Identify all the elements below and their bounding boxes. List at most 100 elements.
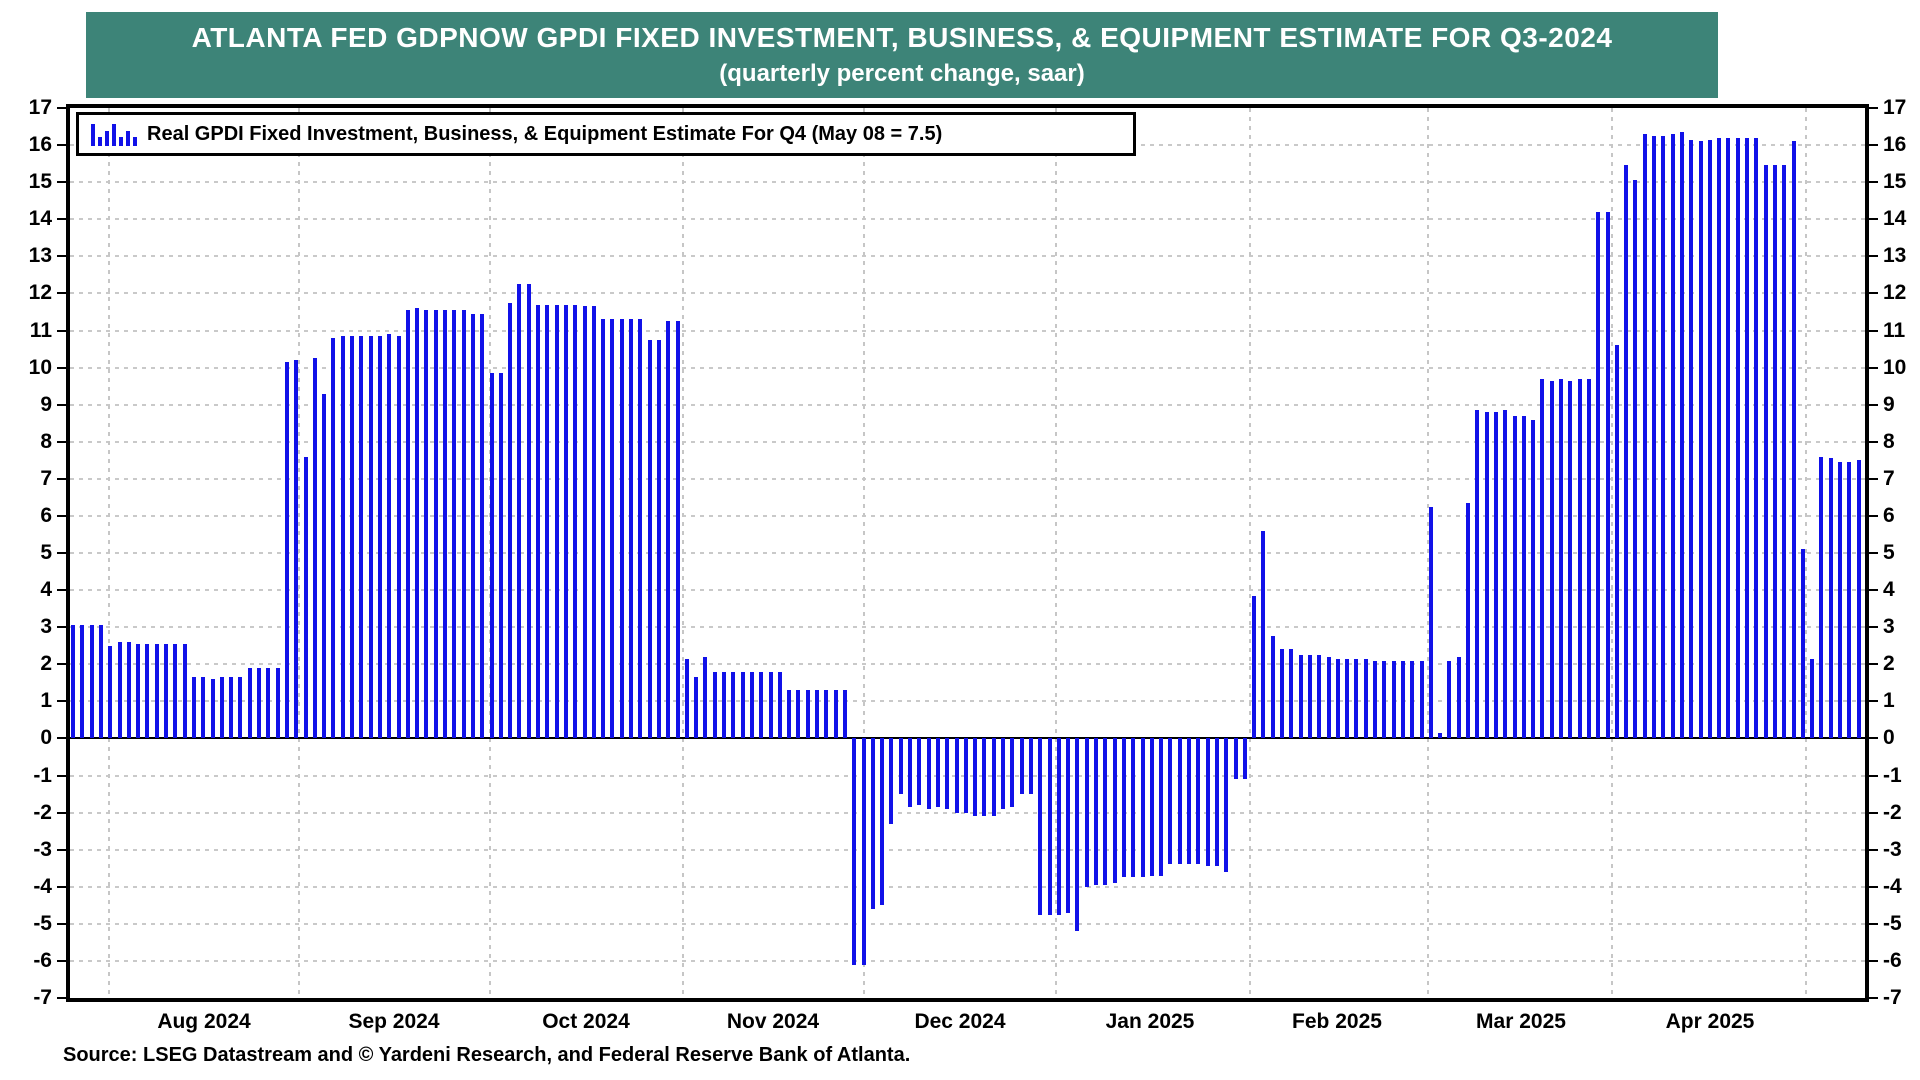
data-bar: [247, 667, 252, 739]
y-axis-label-left: 10: [28, 355, 52, 379]
y-axis-tick-right: [1869, 403, 1878, 406]
data-bar: [154, 643, 159, 739]
data-bar: [722, 671, 726, 739]
h-gridline: [70, 885, 1865, 888]
data-bar: [973, 738, 978, 817]
data-bar: [1001, 738, 1005, 809]
data-bar: [284, 362, 289, 739]
h-gridline: [70, 440, 1865, 443]
legend-label: Real GPDI Fixed Investment, Business, & …: [147, 122, 943, 145]
data-bar: [489, 373, 494, 739]
data-bar: [656, 339, 661, 739]
data-bar: [1038, 738, 1043, 915]
data-bar: [1791, 141, 1796, 739]
y-axis-label-right: 5: [1883, 541, 1895, 564]
data-bar: [703, 656, 708, 739]
data-bar: [229, 677, 234, 739]
data-bar: [629, 319, 633, 739]
data-bar: [1456, 656, 1461, 739]
data-bar: [331, 337, 336, 739]
data-bar: [71, 625, 75, 739]
y-axis-label-right: 16: [1883, 133, 1907, 157]
data-bar: [377, 336, 382, 739]
data-bar: [1373, 660, 1377, 739]
h-gridline: [70, 811, 1865, 814]
data-bar: [1382, 660, 1387, 739]
data-bar: [1466, 502, 1470, 739]
data-bar: [1391, 660, 1396, 739]
data-bar: [238, 677, 243, 739]
data-bar: [201, 677, 206, 739]
data-bar: [1345, 658, 1350, 739]
v-gridline: [863, 108, 865, 998]
y-axis-label-left: 2: [40, 652, 52, 676]
y-axis-tick-right: [1869, 440, 1878, 443]
y-axis-tick-right: [1869, 922, 1878, 925]
data-bar: [145, 643, 150, 739]
data-bar: [1679, 132, 1684, 739]
data-bar: [405, 310, 410, 739]
data-bar: [926, 738, 931, 809]
mini-bar: [105, 131, 109, 146]
data-bar: [173, 643, 178, 739]
x-axis-month-label: Feb 2025: [1292, 1010, 1382, 1033]
y-axis-label-right: 0: [1883, 726, 1895, 750]
data-bar: [1121, 738, 1126, 878]
x-axis-month-label: Oct 2024: [542, 1010, 630, 1033]
data-bar: [1019, 738, 1024, 795]
data-bar: [935, 738, 940, 807]
data-bar: [1075, 738, 1080, 932]
y-axis-label-right: 4: [1883, 578, 1895, 602]
title-banner: ATLANTA FED GDPNOW GPDI FIXED INVESTMENT…: [86, 12, 1718, 98]
y-axis-tick-right: [1869, 292, 1878, 295]
x-axis-month-label: Mar 2025: [1476, 1010, 1566, 1033]
data-bar: [1205, 738, 1210, 867]
data-bar: [1652, 135, 1656, 739]
y-axis-label-right: -6: [1883, 948, 1902, 972]
y-axis-tick-left: [57, 589, 66, 592]
data-bar: [433, 310, 438, 739]
data-bar: [1707, 139, 1712, 739]
y-axis-tick-left: [57, 922, 66, 925]
data-bar: [1363, 658, 1368, 739]
chart-subtitle: (quarterly percent change, saar): [719, 60, 1085, 87]
data-bar: [443, 310, 447, 739]
data-bar: [824, 690, 829, 739]
mini-bar-series-icon: [91, 122, 137, 146]
data-bar: [1270, 636, 1275, 739]
data-bar: [1661, 135, 1666, 739]
mini-bar: [119, 137, 123, 146]
h-gridline: [70, 514, 1865, 517]
data-bar: [1354, 658, 1359, 739]
data-bar: [1605, 211, 1610, 739]
data-bar: [1335, 658, 1340, 739]
h-gridline: [70, 959, 1865, 962]
v-gridline: [108, 108, 110, 998]
data-bar: [498, 373, 503, 739]
y-axis-tick-left: [57, 366, 66, 369]
data-bar: [554, 304, 559, 739]
y-axis-label-left: -5: [33, 911, 52, 935]
v-gridline: [1427, 108, 1429, 998]
data-bar: [1549, 380, 1554, 739]
data-bar: [536, 304, 540, 739]
y-axis-tick-right: [1869, 885, 1878, 888]
chart-title: ATLANTA FED GDPNOW GPDI FIXED INVESTMENT…: [191, 22, 1613, 53]
data-bar: [759, 672, 764, 739]
y-axis-tick-left: [57, 107, 66, 109]
data-bar: [1010, 738, 1015, 807]
data-bar: [768, 671, 773, 739]
data-bar: [749, 672, 754, 739]
y-axis-tick-right: [1869, 329, 1878, 332]
data-bar: [415, 308, 420, 739]
data-bar: [1475, 410, 1480, 739]
data-bar: [1159, 738, 1164, 876]
data-bar: [322, 393, 327, 739]
data-bar: [1633, 180, 1638, 739]
y-axis-tick-right: [1869, 181, 1878, 184]
data-bar: [545, 304, 550, 739]
data-bar: [1103, 738, 1108, 885]
data-bar: [340, 336, 345, 739]
y-axis-label-right: 13: [1883, 244, 1907, 268]
